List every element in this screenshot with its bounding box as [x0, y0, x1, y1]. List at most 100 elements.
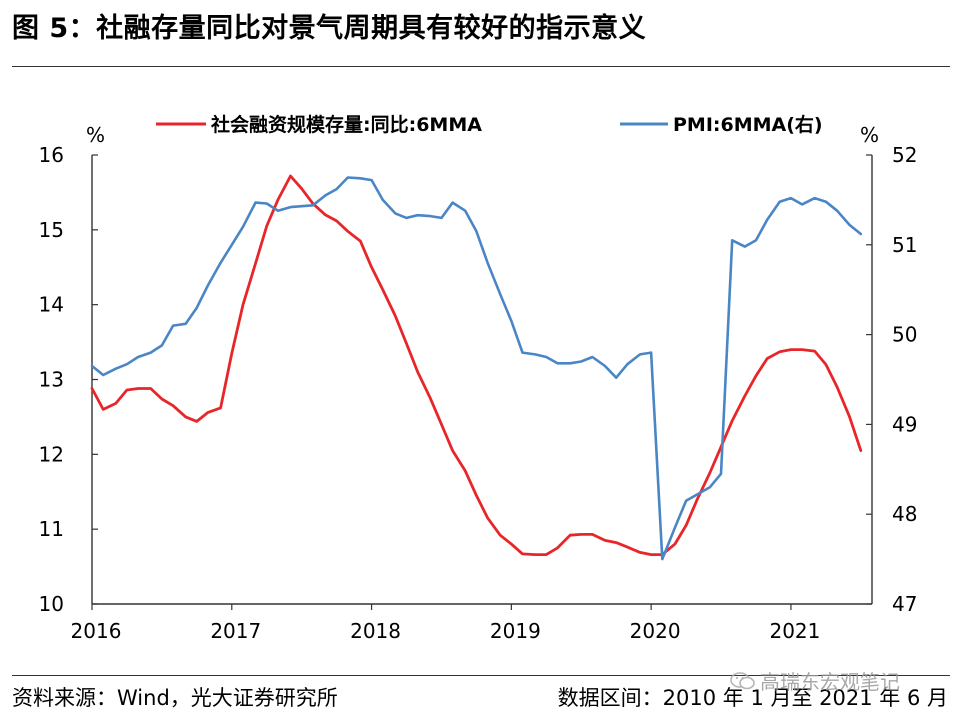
pmi-data-point [335, 188, 338, 191]
pmi-data-point [312, 204, 314, 207]
pmi-data-point [359, 177, 362, 180]
social-financing-data-point [300, 187, 303, 190]
footer-divider [12, 675, 950, 676]
title-divider [12, 66, 950, 67]
social-financing-data-point [265, 225, 268, 228]
pmi-data-point [230, 243, 233, 246]
pmi-data-point [91, 365, 93, 367]
pmi-data-point [604, 365, 606, 367]
pmi-data-point [591, 356, 594, 358]
pmi-data-point [219, 261, 222, 264]
source-note: 资料来源：Wind，光大证券研究所 [12, 686, 338, 710]
social-financing-data-point [184, 416, 187, 418]
pmi-data-point [416, 214, 419, 217]
social-financing-data-point [778, 350, 781, 353]
pmi-data-point [801, 203, 803, 206]
social-financing-data-point [499, 534, 502, 537]
x-tick-label: 2021 [769, 619, 820, 643]
pmi-data-point [161, 344, 163, 347]
pmi-data-point [254, 201, 257, 204]
social-financing-data-point [394, 315, 397, 317]
right-y-tick-label: 50 [892, 323, 917, 347]
x-tick-label: 2019 [490, 619, 541, 643]
social-financing-data-point [102, 408, 105, 411]
pmi-data-point [440, 217, 443, 219]
social-financing-data-point [755, 374, 757, 377]
social-financing-data-point [604, 539, 606, 542]
legend-item-pmi-label: PMI:6MMA(右) [673, 113, 823, 136]
left-y-tick-label: 14 [39, 293, 64, 317]
pmi-data-point [464, 209, 467, 212]
pmi-data-point [172, 324, 175, 327]
pmi-data-point [486, 261, 489, 264]
pmi-data-point [755, 239, 757, 242]
legend-item-social-financing-label: 社会融资规模存量:同比:6MMA [210, 113, 482, 136]
social-financing-data-point [545, 553, 548, 556]
pmi-data-point [859, 233, 862, 235]
pmi-data-point [521, 351, 524, 354]
social-financing-data-point [569, 534, 571, 537]
social-financing-data-point [335, 220, 338, 222]
pmi-data-point [778, 200, 781, 203]
social-financing-data-point [230, 352, 233, 355]
social-financing-data-point [801, 348, 803, 351]
pmi-data-point [790, 197, 792, 200]
pmi-data-point [580, 360, 583, 363]
pmi-data-point [475, 230, 478, 233]
pmi-data-point [569, 362, 571, 365]
social-financing-data-point [405, 342, 408, 345]
social-financing-data-point [743, 395, 746, 397]
pmi-data-point [685, 499, 687, 502]
social-financing-data-point [172, 404, 175, 407]
pmi-data-point [195, 306, 198, 309]
pmi-series-line [90, 176, 863, 561]
social-financing-data-point [580, 533, 583, 536]
pmi-data-point [394, 212, 397, 215]
pmi-data-point [674, 526, 676, 529]
social-financing-data-point [219, 407, 222, 409]
pmi-data-point [708, 486, 711, 489]
pmi-data-point [207, 284, 209, 287]
social-financing-data-point [859, 449, 862, 452]
social-financing-data-point [381, 288, 384, 291]
social-financing-data-point [731, 419, 734, 422]
pmi-data-point [720, 472, 722, 475]
pmi-data-point [149, 351, 152, 354]
social-financing-data-point [464, 469, 467, 472]
social-financing-data-point [207, 411, 209, 414]
date-range-note: 数据区间：2010 年 1 月至 2021 年 6 月 [557, 686, 948, 710]
social-financing-data-point [836, 386, 838, 388]
pmi-data-point [265, 202, 268, 205]
left-y-tick-label: 16 [39, 143, 64, 167]
social-financing-data-point [615, 541, 618, 544]
social-financing-data-point [521, 553, 524, 555]
social-financing-data-point [674, 543, 676, 545]
left-y-tick-label: 10 [39, 592, 64, 616]
pmi-data-point [534, 353, 536, 356]
pmi-data-point [300, 205, 303, 208]
pmi-data-point [626, 363, 629, 366]
x-tick-label: 2018 [350, 619, 401, 643]
social-financing-data-point [137, 387, 140, 390]
social-financing-data-point [591, 533, 594, 536]
social-financing-data-point [708, 472, 711, 474]
pmi-data-point [639, 353, 641, 356]
pmi-data-point [545, 356, 548, 358]
x-tick-label: 2016 [71, 619, 122, 643]
left-y-tick-label: 15 [39, 218, 64, 242]
social-financing-data-point [451, 449, 454, 452]
watermark: 高瑞东宏观笔记 [730, 666, 900, 695]
social-financing-data-point [91, 387, 93, 390]
social-financing-data-point [277, 199, 279, 201]
social-financing-data-point [696, 498, 699, 501]
left-y-tick-label: 12 [39, 442, 64, 466]
right-y-tick-label: 47 [892, 592, 917, 616]
pmi-data-point [499, 293, 502, 296]
pmi-data-point [429, 215, 432, 218]
left-y-tick-label: 11 [39, 517, 64, 541]
social-financing-data-point [254, 262, 257, 265]
social-financing-data-point [650, 553, 652, 556]
pmi-data-point [661, 558, 664, 560]
social-financing-data-point [149, 387, 152, 390]
pmi-data-point [556, 362, 559, 365]
